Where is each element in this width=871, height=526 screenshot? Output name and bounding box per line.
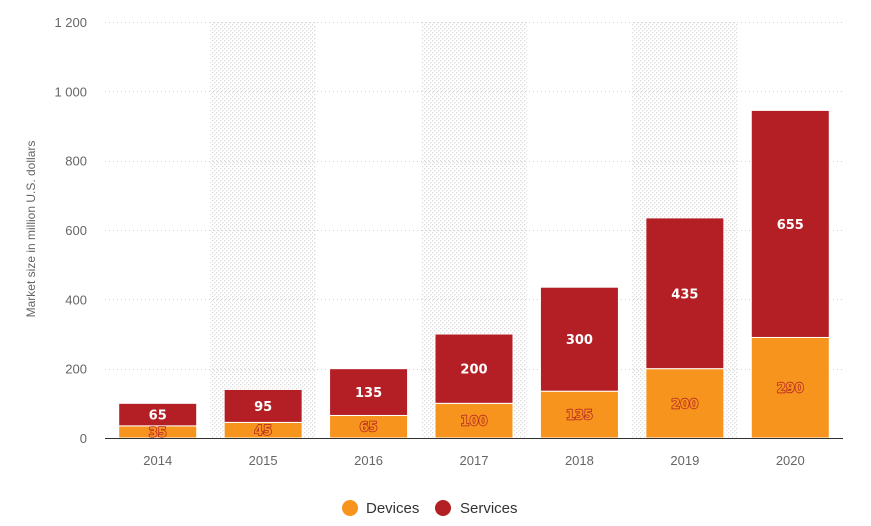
data-label-devices-2018: 135 — [566, 409, 593, 424]
bar-services-2017 — [434, 333, 514, 404]
x-tick-label: 2015 — [249, 453, 278, 468]
legend: Devices Services — [342, 500, 518, 517]
y-tick-label: 400 — [65, 292, 87, 307]
bars — [118, 109, 830, 439]
legend-label-services[interactable]: Services — [460, 500, 518, 517]
legend-marker-services — [435, 500, 451, 516]
band-2015 — [210, 22, 316, 438]
y-tick-label: 200 — [65, 362, 87, 377]
bar-services-2016 — [329, 368, 409, 416]
data-label-services-2016: 135 — [355, 386, 382, 401]
y-tick-label: 1 000 — [54, 84, 87, 99]
data-label-services-2014: 65 — [149, 409, 167, 424]
bar-services-2020 — [750, 109, 830, 338]
legend-label-devices[interactable]: Devices — [366, 500, 419, 517]
bar-services-2014 — [118, 402, 198, 427]
data-label-devices-2019: 200 — [671, 397, 698, 412]
x-tick-label: 2016 — [354, 453, 383, 468]
bar-services-2015 — [223, 388, 303, 423]
data-label-devices-2017: 100 — [460, 415, 487, 430]
x-tick-label: 2017 — [460, 453, 489, 468]
x-tick-labels: 2014 2015 2016 2017 2018 2019 2020 — [143, 453, 804, 468]
data-label-devices-2014: 35 — [149, 426, 167, 441]
data-label-devices-2016: 65 — [360, 421, 378, 436]
y-tick-label: 1 200 — [54, 15, 87, 30]
bar-devices-2017 — [434, 402, 514, 439]
bar-devices-2019 — [645, 368, 725, 439]
data-label-devices-2015: 45 — [254, 424, 272, 439]
data-label-services-2017: 200 — [460, 363, 487, 378]
data-label-services-2019: 435 — [671, 287, 698, 302]
x-tick-label: 2014 — [143, 453, 172, 468]
data-label-services-2018: 300 — [566, 333, 593, 348]
y-axis-title: Market size in million U.S. dollars — [24, 141, 38, 318]
data-label-services-2020: 655 — [777, 218, 804, 233]
data-labels: 35 65 45 95 65 135 100 200 135 300 200 435 290 655 — [148, 218, 805, 442]
legend-marker-devices — [342, 500, 358, 516]
x-tick-label: 2018 — [565, 453, 594, 468]
bar-devices-2020 — [750, 336, 830, 439]
y-tick-labels: 0 200 400 600 800 1 000 1 200 — [54, 15, 87, 446]
bar-services-2018 — [539, 286, 619, 392]
x-tick-label: 2019 — [670, 453, 699, 468]
data-label-devices-2020: 290 — [777, 382, 804, 397]
data-label-services-2015: 95 — [254, 400, 272, 415]
bar-services-2019 — [645, 217, 725, 370]
y-tick-label: 600 — [65, 223, 87, 238]
x-tick-label: 2020 — [776, 453, 805, 468]
y-tick-label: 800 — [65, 154, 87, 169]
bar-devices-2018 — [539, 390, 619, 439]
y-tick-label: 0 — [80, 431, 87, 446]
